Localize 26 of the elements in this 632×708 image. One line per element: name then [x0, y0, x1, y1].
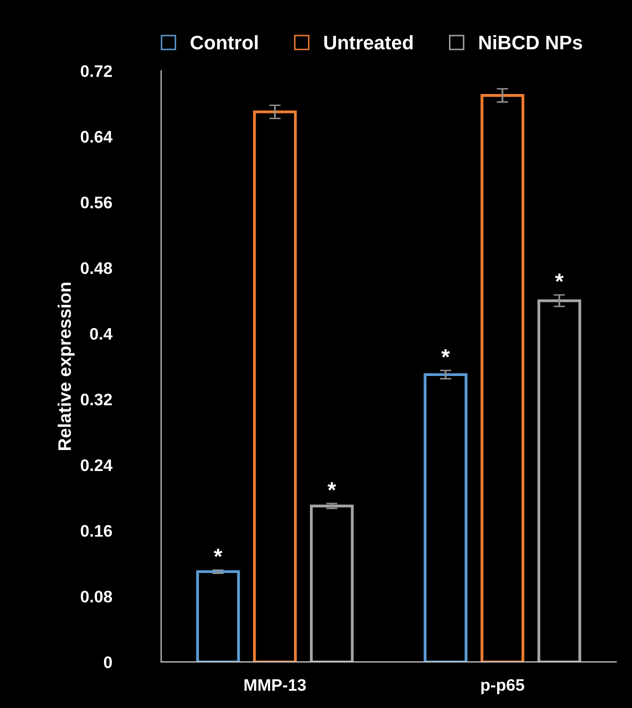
y-tick-label: 0.72 [80, 65, 112, 78]
data-label: * [214, 548, 222, 557]
bar [196, 570, 240, 662]
data-label: * [441, 349, 450, 358]
x-tick-label: p-p65 [481, 679, 524, 694]
y-tick-label: 0.08 [80, 590, 112, 602]
bar [253, 110, 297, 662]
legend-label: NiBCD NPs [479, 35, 582, 50]
legend-label: Untreated [324, 35, 413, 50]
y-tick-label: 0 [104, 656, 112, 668]
y-tick-label: 0.64 [80, 130, 112, 143]
y-tick-label: 0.56 [80, 196, 112, 208]
legend-label: Control [190, 35, 258, 50]
data-label: * [328, 482, 336, 490]
x-tick-label: MMP-13 [244, 679, 306, 691]
bar [537, 299, 582, 662]
y-tick-label: 0.16 [80, 525, 112, 537]
y-tick-label: 0.32 [80, 394, 112, 406]
bar [424, 373, 468, 662]
y-tick-label: 0.4 [90, 328, 112, 340]
y-tick-label: 0.24 [80, 459, 112, 472]
y-tick-label: 0.48 [80, 262, 112, 274]
y-axis-title: Relative expression [58, 282, 75, 450]
bar [480, 94, 524, 662]
data-label: * [555, 274, 564, 282]
bar [310, 504, 354, 662]
